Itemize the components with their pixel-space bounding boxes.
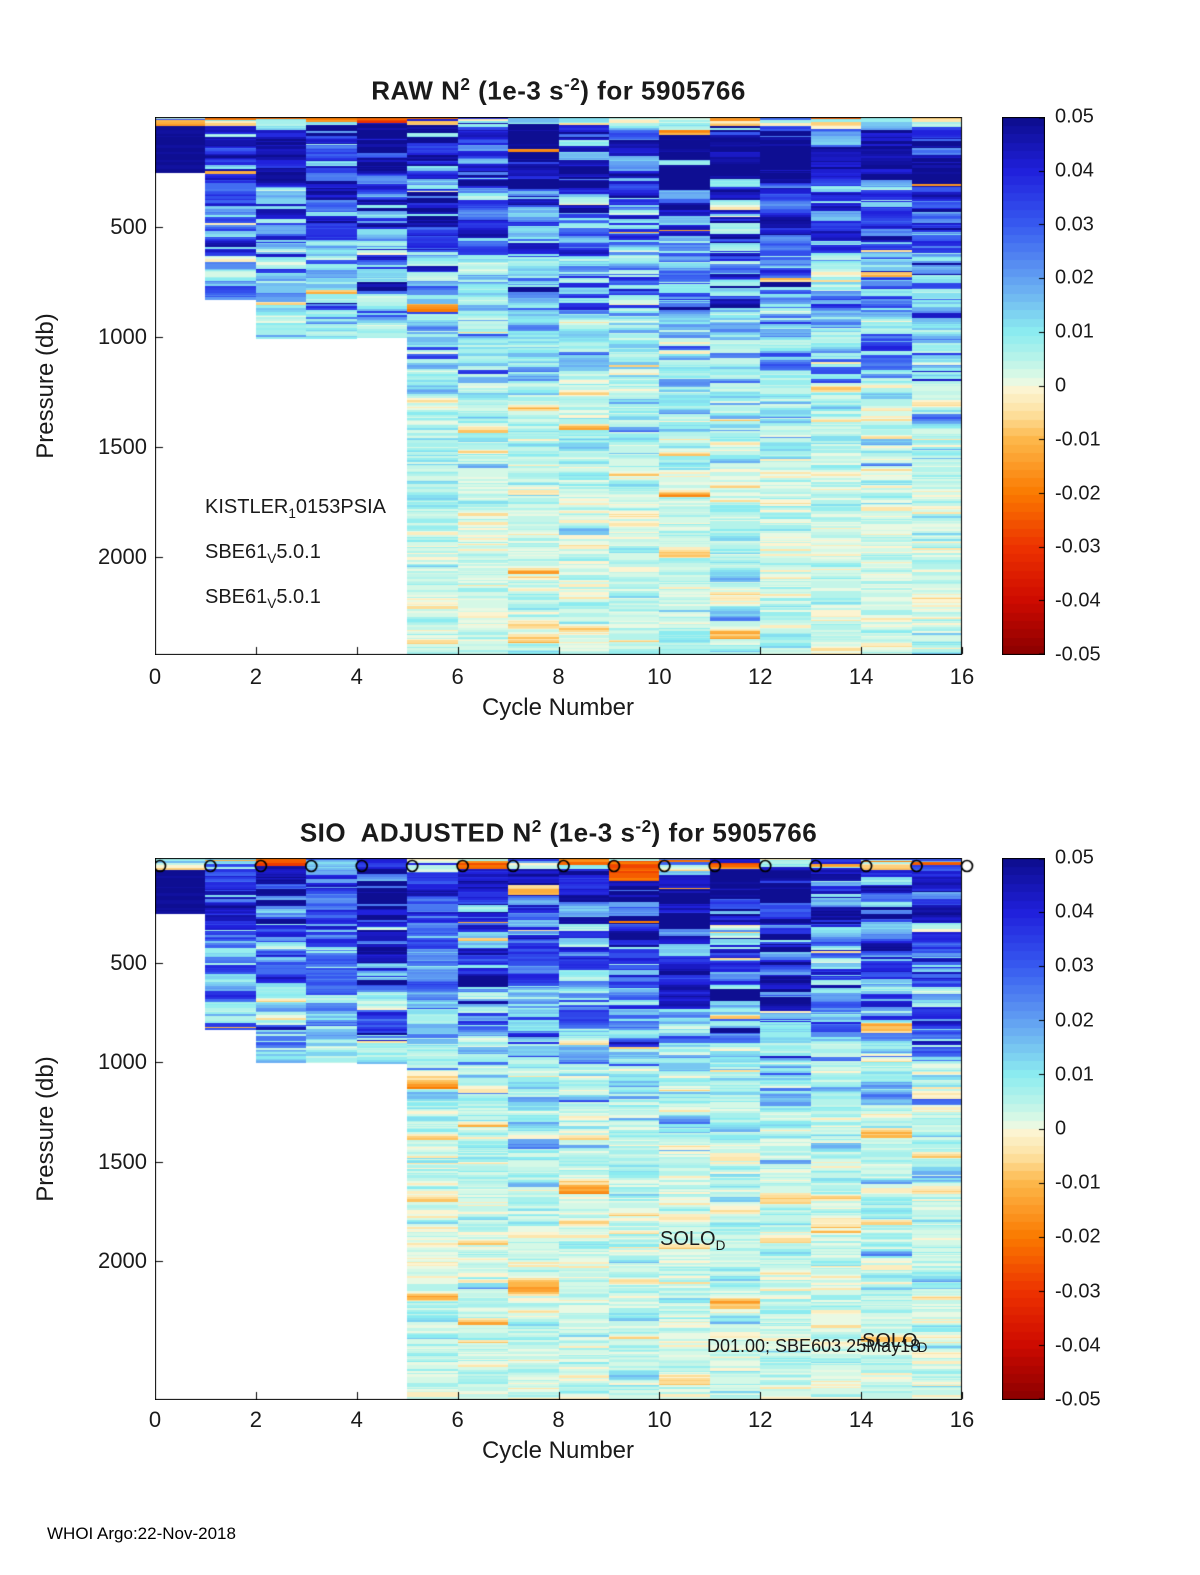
- annotation-subscript: V: [267, 596, 277, 611]
- colorbar-tick-label: -0.04: [1055, 589, 1101, 612]
- colorbar-tick-label: 0.05: [1055, 105, 1094, 128]
- x-tick-label: 0: [148, 1407, 162, 1432]
- colorbar-tick-label: 0.05: [1055, 846, 1094, 869]
- colorbar-tick-label: 0.01: [1055, 320, 1094, 343]
- annotation-text: 5.0.1: [276, 586, 321, 608]
- annotation-subscript: D: [917, 1340, 928, 1355]
- annotation-text: SBE61: [205, 586, 268, 608]
- adjusted-title-superscript-2: 2: [531, 816, 542, 836]
- raw-panel-title: RAW N2 (1e-3 s-2) for 5905766: [155, 74, 962, 107]
- colorbar-tick-label: -0.04: [1055, 1334, 1101, 1357]
- raw-x-axis-label: Cycle Number: [481, 694, 635, 721]
- colorbar-tick-label: -0.01: [1055, 1171, 1101, 1194]
- x-tick-label: 4: [350, 664, 363, 689]
- x-tick-label: 10: [647, 1407, 672, 1432]
- raw-title-text: (1e-3 s: [470, 75, 565, 106]
- adjusted-colorbar-canvas: [1002, 858, 1045, 1400]
- colorbar-tick-label: 0.04: [1055, 159, 1094, 182]
- annotation-text: KISTLER: [205, 496, 289, 518]
- adjusted-x-axis-label: Cycle Number: [481, 1437, 635, 1464]
- x-tick-label: 2: [249, 1407, 262, 1432]
- raw-sensor-annotations: KISTLER10153PSIA SBE61V5.0.1 SBE61V5.0.1: [205, 488, 386, 623]
- colorbar-tick-label: 0.02: [1055, 266, 1094, 289]
- x-tick-label: 12: [748, 664, 773, 689]
- raw-colorbar-canvas: [1002, 117, 1045, 655]
- adjusted-title-text: SIO ADJUSTED N: [299, 817, 532, 848]
- x-tick-label: 2: [249, 664, 262, 689]
- annotation-sbe61-b: SBE61V5.0.1: [205, 578, 386, 623]
- x-tick-label: 16: [949, 664, 975, 689]
- raw-title-superscript-minus2: -2: [564, 74, 581, 94]
- colorbar-tick-label: -0.01: [1055, 428, 1101, 451]
- x-tick-label: 6: [451, 1407, 464, 1432]
- colorbar-tick-label: -0.05: [1055, 643, 1101, 666]
- raw-title-superscript-2: 2: [460, 74, 471, 94]
- raw-title-text: RAW N: [371, 75, 461, 106]
- adjusted-panel-title: SIO ADJUSTED N2 (1e-3 s-2) for 5905766: [155, 816, 962, 849]
- annotation-sbe61-a: SBE61V5.0.1: [205, 533, 386, 578]
- colorbar-tick-label: -0.05: [1055, 1388, 1101, 1411]
- annotation-subscript: V: [267, 551, 277, 566]
- y-tick-label: 2000: [98, 544, 147, 569]
- y-tick-label: 500: [110, 214, 147, 239]
- x-tick-label: 14: [848, 1407, 874, 1432]
- y-tick-label: 1000: [98, 324, 147, 349]
- x-tick-label: 14: [848, 664, 874, 689]
- x-tick-label: 8: [552, 1407, 565, 1432]
- annotation-kistler: KISTLER10153PSIA: [205, 488, 386, 533]
- colorbar-tick-label: -0.03: [1055, 1280, 1101, 1303]
- annotation-text: SOLO: [862, 1330, 918, 1352]
- colorbar-tick-label: 0.04: [1055, 900, 1094, 923]
- adjusted-heatmap-canvas: [155, 858, 976, 1400]
- y-tick-label: 1500: [98, 434, 147, 459]
- y-tick-label: 1500: [98, 1148, 147, 1174]
- colorbar-tick-label: -0.02: [1055, 482, 1101, 505]
- adjusted-title-text: (1e-3 s: [541, 817, 636, 848]
- annotation-text: SOLO: [660, 1228, 716, 1250]
- adjusted-title-text: ) for 5905766: [651, 817, 818, 848]
- y-tick-label: 500: [110, 949, 147, 975]
- annotation-subscript: 1: [288, 506, 296, 521]
- x-tick-label: 0: [148, 664, 162, 689]
- raw-title-text: ) for 5905766: [580, 75, 746, 106]
- x-tick-label: 6: [451, 664, 464, 689]
- annotation-firmware-date: D01.00; SBE603 25May18: [707, 1336, 920, 1357]
- x-tick-label: 8: [552, 664, 565, 689]
- annotation-subscript: D: [715, 1238, 726, 1253]
- annotation-solo-d-2: SOLOD: [862, 1330, 927, 1355]
- annotation-text: 0153PSIA: [295, 496, 386, 518]
- x-tick-label: 12: [748, 1407, 773, 1432]
- colorbar-tick-label: 0: [1055, 1117, 1067, 1140]
- footer-credit: WHOI Argo:22-Nov-2018: [47, 1524, 236, 1543]
- colorbar-tick-label: 0.01: [1055, 1063, 1094, 1086]
- annotation-text: 5.0.1: [276, 541, 321, 563]
- x-tick-label: 4: [350, 1407, 363, 1432]
- raw-y-axis-label: Pressure (db): [32, 313, 59, 459]
- annotation-text: D01.00; SBE603 25May18: [707, 1336, 921, 1356]
- raw-heatmap-canvas: [155, 117, 976, 655]
- adjusted-y-axis-label: Pressure (db): [32, 1056, 59, 1202]
- colorbar-tick-label: 0.03: [1055, 213, 1094, 236]
- colorbar-tick-label: -0.03: [1055, 535, 1101, 558]
- y-tick-label: 1000: [98, 1049, 147, 1074]
- x-tick-label: 16: [949, 1407, 975, 1432]
- colorbar-tick-label: 0: [1055, 374, 1067, 397]
- colorbar-tick-label: 0.03: [1055, 954, 1094, 977]
- annotation-text: SBE61: [205, 541, 268, 563]
- x-tick-label: 10: [647, 664, 672, 689]
- colorbar-tick-label: 0.02: [1055, 1009, 1094, 1032]
- adjusted-title-superscript-minus2: -2: [635, 816, 652, 836]
- annotation-solo-d-1: SOLOD: [660, 1228, 725, 1253]
- colorbar-tick-label: -0.02: [1055, 1225, 1101, 1248]
- y-tick-label: 2000: [98, 1248, 147, 1273]
